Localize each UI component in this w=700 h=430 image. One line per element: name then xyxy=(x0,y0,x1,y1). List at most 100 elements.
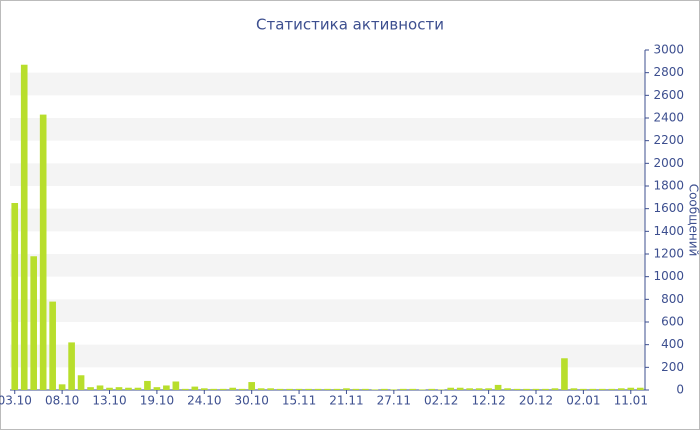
x-tick-label: 24.10 xyxy=(187,394,221,408)
x-tick-label: 03.10 xyxy=(0,394,32,408)
x-tick-label: 27.11 xyxy=(377,394,411,408)
bar xyxy=(295,388,303,390)
bar xyxy=(494,384,502,390)
grid-band xyxy=(10,344,645,368)
y-tick-label: 1200 xyxy=(653,247,684,261)
y-tick-label: 1000 xyxy=(653,269,684,283)
bar xyxy=(115,387,123,390)
bar xyxy=(371,389,379,390)
bar xyxy=(532,388,540,390)
y-tick-label: 1400 xyxy=(653,224,684,238)
bar xyxy=(172,381,180,390)
grid-band xyxy=(10,208,645,232)
bar xyxy=(504,388,511,390)
y-tick-label: 2000 xyxy=(653,156,684,170)
bar xyxy=(144,380,151,390)
bar xyxy=(276,388,284,390)
bar xyxy=(466,388,473,390)
y-tick-label: 600 xyxy=(661,315,684,329)
bar xyxy=(627,387,635,390)
y-tick-label: 200 xyxy=(661,360,684,374)
bar xyxy=(39,114,47,390)
bar xyxy=(570,388,578,390)
grid-band xyxy=(10,254,645,277)
bar xyxy=(58,384,66,390)
bar xyxy=(314,388,322,390)
bar xyxy=(210,388,218,390)
x-tick-label: 21.11 xyxy=(329,394,363,408)
bar xyxy=(513,388,521,390)
x-tick-label: 15.11 xyxy=(282,394,316,408)
bar xyxy=(106,387,113,390)
bar xyxy=(617,388,625,390)
bar xyxy=(200,388,208,390)
bar xyxy=(589,388,597,390)
y-tick-label: 3000 xyxy=(653,43,684,57)
y-tick-label: 2600 xyxy=(653,88,684,102)
bar xyxy=(456,387,464,390)
bar xyxy=(286,388,293,390)
bar xyxy=(447,387,455,390)
bar xyxy=(636,387,644,390)
y-tick-label: 2400 xyxy=(653,111,684,125)
bar xyxy=(238,388,246,390)
bar xyxy=(362,388,369,390)
x-tick-label: 02.01 xyxy=(566,394,600,408)
bar xyxy=(68,342,75,390)
y-tick-label: 2200 xyxy=(653,133,684,147)
x-tick-label: 08.10 xyxy=(45,394,79,408)
bar xyxy=(343,388,350,390)
bar xyxy=(400,388,407,390)
bar xyxy=(257,388,265,390)
bar xyxy=(248,382,255,390)
bar xyxy=(20,64,28,390)
bar xyxy=(523,388,530,390)
bar xyxy=(163,385,170,390)
grid-band xyxy=(10,118,645,141)
bar xyxy=(428,388,436,390)
y-tick-label: 400 xyxy=(661,337,684,351)
grid-band xyxy=(10,72,645,96)
x-tick-label: 30.10 xyxy=(234,394,268,408)
bar xyxy=(96,385,104,390)
bar xyxy=(305,388,312,390)
bar xyxy=(182,388,189,390)
chart-title: Статистика активности xyxy=(256,16,444,34)
x-tick-label: 13.10 xyxy=(92,394,126,408)
bar xyxy=(437,389,445,390)
y-tick-label: 0 xyxy=(676,383,684,397)
bar xyxy=(599,388,606,390)
y-tick-label: 1800 xyxy=(653,179,684,193)
bar xyxy=(352,388,360,390)
y-tick-label: 1600 xyxy=(653,201,684,215)
bar xyxy=(485,388,492,390)
bar xyxy=(49,301,56,390)
bar xyxy=(229,387,237,390)
bar xyxy=(30,256,38,390)
bar xyxy=(134,387,142,390)
bar xyxy=(409,388,417,390)
x-tick-label: 02.12 xyxy=(424,394,458,408)
bar xyxy=(390,389,398,390)
x-tick-label: 12.12 xyxy=(471,394,505,408)
bar xyxy=(381,388,388,390)
bar xyxy=(11,203,19,390)
x-tick-label: 11.01 xyxy=(614,394,648,408)
bar xyxy=(608,388,616,390)
bar xyxy=(125,387,132,390)
bar xyxy=(333,388,341,390)
x-tick-label: 19.10 xyxy=(140,394,174,408)
bar xyxy=(475,388,483,390)
bar xyxy=(191,386,199,390)
bar xyxy=(153,387,161,390)
y-tick-label: 2800 xyxy=(653,65,684,79)
bar xyxy=(580,388,587,390)
y-tick-label: 800 xyxy=(661,292,684,306)
bar xyxy=(561,358,568,390)
grid-band xyxy=(10,163,645,186)
bar xyxy=(551,388,559,390)
bar xyxy=(219,388,227,390)
bar xyxy=(77,375,85,390)
x-tick-label: 20.12 xyxy=(519,394,553,408)
